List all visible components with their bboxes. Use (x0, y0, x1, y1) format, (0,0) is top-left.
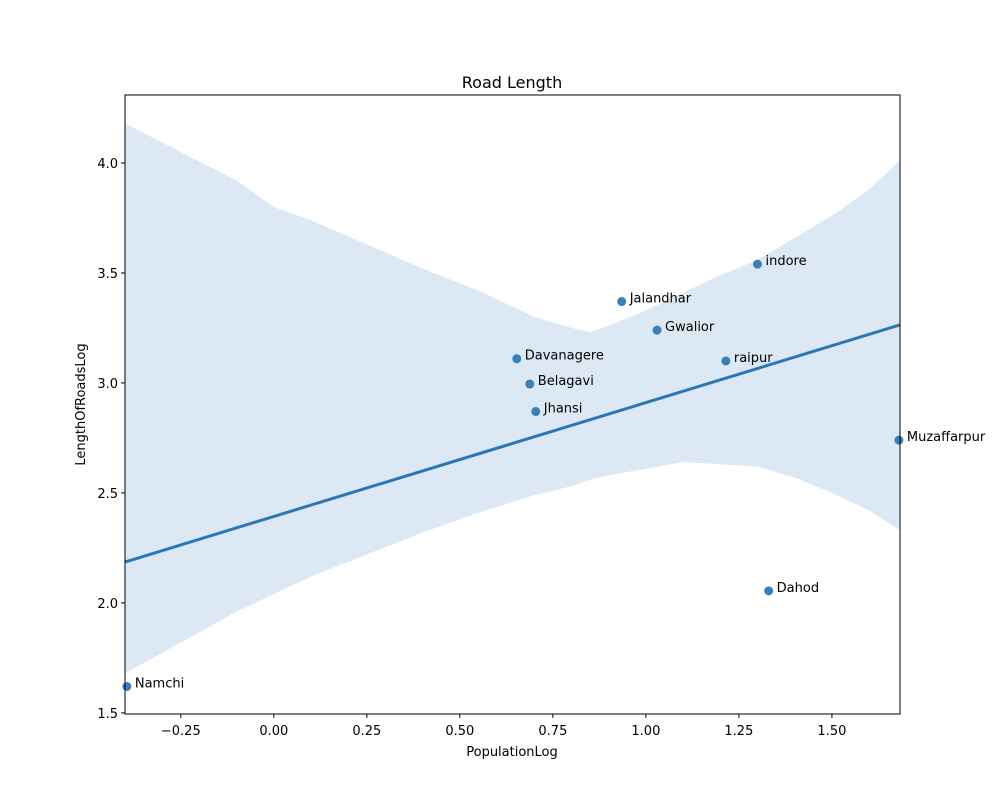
y-tick-label: 3.5 (97, 267, 118, 282)
point-label: raipur (734, 351, 773, 366)
point-label: indore (766, 254, 807, 269)
data-point (531, 407, 541, 417)
data-point (652, 325, 662, 335)
plot-frame (124, 94, 901, 715)
chart-title: Road Length (462, 73, 562, 92)
x-tick-label: −0.25 (161, 724, 201, 739)
x-tick-label: 0.25 (352, 724, 381, 739)
x-axis-label: PopulationLog (466, 745, 558, 760)
x-tick-label: 1.00 (631, 724, 660, 739)
y-tick-label: 2.5 (97, 487, 118, 502)
confidence-band (125, 123, 900, 674)
data-point (122, 682, 132, 692)
y-tick-label: 4.0 (97, 157, 118, 172)
point-label: Dahod (777, 581, 819, 596)
y-tick-label: 3.0 (97, 377, 118, 392)
x-tick-label: 1.25 (724, 724, 753, 739)
point-label: Muzaffarpur (907, 430, 986, 445)
point-label: Jalandhar (629, 292, 692, 307)
point-label: Jhansi (543, 402, 583, 417)
y-tick-label: 1.5 (97, 707, 118, 722)
point-label: Belagavi (538, 374, 594, 389)
y-tick-label: 2.0 (97, 597, 118, 612)
x-tick-label: 0.75 (538, 724, 567, 739)
y-axis-label: LengthOfRoadsLog (74, 343, 89, 465)
data-point (894, 435, 904, 445)
point-label: Gwalior (665, 320, 715, 335)
x-tick-label: 0.50 (445, 724, 474, 739)
regression-line (125, 323, 900, 564)
data-point (617, 297, 627, 307)
x-tick-label: 1.50 (817, 724, 846, 739)
data-point (512, 354, 522, 364)
data-point (764, 586, 774, 596)
data-point (753, 259, 763, 269)
data-point (525, 379, 535, 389)
point-label: Namchi (135, 677, 184, 692)
point-label: Davanagere (525, 349, 604, 364)
x-tick-label: 0.00 (259, 724, 288, 739)
data-point (721, 356, 731, 366)
